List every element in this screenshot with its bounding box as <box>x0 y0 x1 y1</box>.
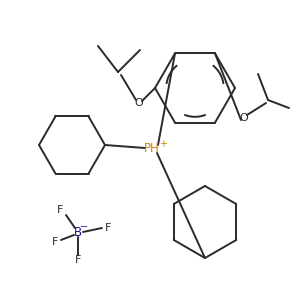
Text: O: O <box>135 98 143 108</box>
Text: F: F <box>57 205 63 215</box>
Text: −: − <box>80 222 88 232</box>
Text: +: + <box>159 139 167 149</box>
Text: F: F <box>52 237 58 247</box>
Text: F: F <box>105 223 111 233</box>
Text: PH: PH <box>144 141 160 155</box>
Text: O: O <box>240 113 248 123</box>
Text: B: B <box>74 225 82 239</box>
Text: F: F <box>75 255 81 265</box>
